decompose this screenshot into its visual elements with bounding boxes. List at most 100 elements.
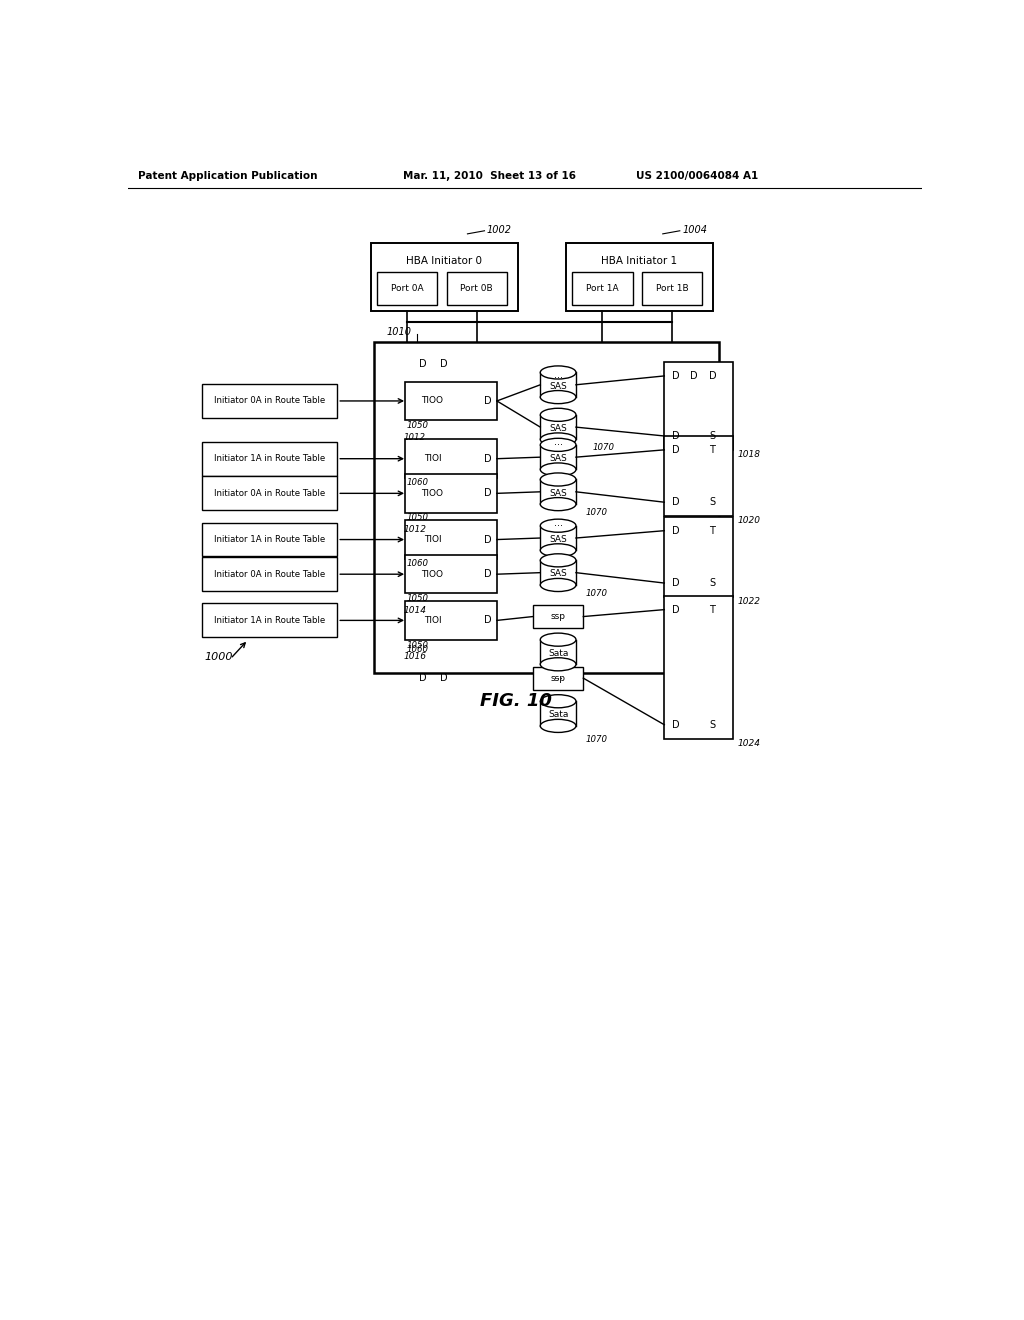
Text: TIOO: TIOO	[422, 570, 443, 578]
Text: ...: ...	[554, 671, 562, 681]
Text: 1022: 1022	[737, 597, 760, 606]
Text: Sata: Sata	[548, 710, 568, 719]
Text: D: D	[483, 615, 492, 626]
Ellipse shape	[541, 634, 575, 647]
Bar	[406, 381, 497, 420]
Bar	[665, 595, 732, 739]
Text: D: D	[672, 578, 680, 587]
Bar	[202, 442, 337, 475]
Text: SAS: SAS	[549, 569, 567, 578]
Text: D: D	[672, 719, 680, 730]
Bar	[541, 701, 575, 726]
Text: Initiator 1A in Route Table: Initiator 1A in Route Table	[214, 535, 325, 544]
Text: TIOI: TIOI	[424, 454, 441, 463]
Bar	[541, 561, 575, 585]
Text: 1070: 1070	[593, 442, 615, 451]
Text: 1060: 1060	[407, 558, 429, 568]
Bar	[642, 272, 702, 305]
Text: D: D	[672, 432, 680, 441]
Bar	[541, 414, 575, 440]
Text: 1020: 1020	[737, 516, 760, 525]
Ellipse shape	[541, 391, 575, 404]
Bar	[446, 272, 507, 305]
Ellipse shape	[541, 719, 575, 733]
Text: TIOI: TIOI	[424, 616, 441, 624]
Bar	[406, 440, 497, 478]
Text: 1012: 1012	[403, 525, 427, 535]
Ellipse shape	[541, 578, 575, 591]
Text: FIG. 10: FIG. 10	[479, 692, 552, 710]
Text: 1024: 1024	[737, 739, 760, 747]
Text: HBA Initiator 0: HBA Initiator 0	[407, 256, 482, 265]
Text: Patent Application Publication: Patent Application Publication	[138, 172, 317, 181]
Text: Initiator 1A in Route Table: Initiator 1A in Route Table	[214, 616, 325, 624]
Text: ...: ...	[554, 370, 562, 380]
Text: T: T	[710, 525, 716, 536]
Text: ssp: ssp	[551, 612, 565, 620]
Ellipse shape	[541, 694, 575, 708]
Ellipse shape	[541, 498, 575, 511]
Bar	[202, 603, 337, 638]
Text: 1050: 1050	[407, 513, 429, 523]
Bar	[541, 525, 575, 550]
Text: D: D	[672, 371, 680, 381]
Text: 1000: 1000	[204, 652, 232, 663]
Ellipse shape	[541, 519, 575, 532]
Ellipse shape	[541, 366, 575, 379]
Text: Initiator 0A in Route Table: Initiator 0A in Route Table	[214, 570, 325, 578]
Text: ...: ...	[554, 437, 562, 446]
Ellipse shape	[541, 544, 575, 557]
Text: S: S	[710, 578, 716, 587]
Bar	[532, 605, 584, 628]
Text: 1050: 1050	[407, 594, 429, 603]
Text: TIOI: TIOI	[424, 535, 441, 544]
Text: Initiator 0A in Route Table: Initiator 0A in Route Table	[214, 396, 325, 405]
Text: 1016: 1016	[403, 652, 427, 661]
Text: TIOO: TIOO	[422, 488, 443, 498]
Text: S: S	[710, 432, 716, 441]
Bar	[541, 640, 575, 664]
Bar	[541, 479, 575, 504]
Text: D: D	[672, 605, 680, 615]
Text: Sata: Sata	[548, 648, 568, 657]
Bar	[665, 436, 732, 516]
Bar	[406, 601, 497, 640]
Text: ssp: ssp	[551, 673, 565, 682]
Text: HBA Initiator 1: HBA Initiator 1	[601, 256, 678, 265]
Text: Initiator 1A in Route Table: Initiator 1A in Route Table	[214, 454, 325, 463]
Text: D: D	[709, 371, 716, 381]
Bar	[202, 557, 337, 591]
Text: 1070: 1070	[586, 735, 607, 744]
Text: 1050: 1050	[407, 421, 429, 430]
Text: D: D	[419, 673, 426, 684]
Text: D: D	[440, 359, 449, 370]
Text: SAS: SAS	[549, 381, 567, 391]
Text: SAS: SAS	[549, 454, 567, 463]
Text: S: S	[710, 719, 716, 730]
Ellipse shape	[541, 657, 575, 671]
Text: SAS: SAS	[549, 488, 567, 498]
Ellipse shape	[541, 408, 575, 421]
Text: D: D	[483, 488, 492, 499]
Text: D: D	[672, 445, 680, 455]
Bar	[566, 243, 713, 312]
Text: D: D	[672, 498, 680, 507]
Text: 1018: 1018	[737, 450, 760, 459]
Bar	[572, 272, 633, 305]
Ellipse shape	[541, 463, 575, 477]
Text: D: D	[672, 525, 680, 536]
Bar	[665, 362, 732, 450]
Text: Port 1B: Port 1B	[655, 284, 688, 293]
Text: D: D	[690, 371, 697, 381]
Text: S: S	[710, 498, 716, 507]
Text: D: D	[483, 454, 492, 463]
Text: 1010: 1010	[386, 327, 411, 338]
Bar	[532, 667, 584, 689]
Text: TIOO: TIOO	[422, 396, 443, 405]
Text: 1050: 1050	[407, 640, 429, 649]
Text: D: D	[483, 569, 492, 579]
Text: 1070: 1070	[586, 508, 607, 516]
Text: T: T	[710, 445, 716, 455]
Text: D: D	[440, 673, 449, 684]
Text: D: D	[483, 396, 492, 407]
